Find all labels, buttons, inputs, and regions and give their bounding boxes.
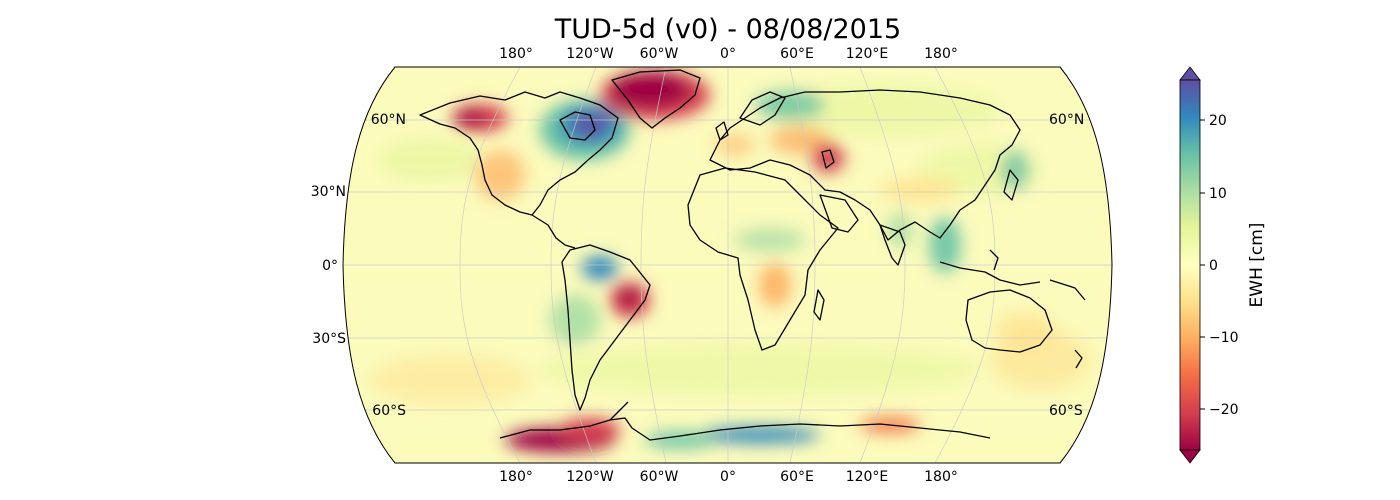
lat-label: 60°S [1049, 403, 1083, 419]
lon-label: 0° [720, 46, 736, 62]
lat-label: 60°N [371, 112, 406, 128]
bottom-lon-labels: 180° 120°W 60°W 0° 60°E 120°E 180° [499, 469, 958, 485]
colorbar: 20 10 0 −10 −20 EWH [cm] [1179, 66, 1267, 464]
lon-label: 0° [720, 469, 736, 485]
lon-label: 60°W [640, 46, 679, 62]
lon-label: 120°W [566, 46, 614, 62]
colorbar-tick-label: −20 [1209, 402, 1239, 418]
left-lat-labels: 60°N 30°N 0° 30°S 60°S [311, 112, 406, 419]
colorbar-extend-max [1179, 66, 1201, 81]
lon-label: 180° [499, 46, 533, 62]
colorbar-body [1179, 79, 1201, 451]
lon-label: 120°E [846, 46, 889, 62]
lat-label: 60°N [1049, 112, 1084, 128]
colorbar-tick-label: 0 [1209, 258, 1218, 274]
colorbar-label: EWH [cm] [1247, 223, 1267, 308]
colorbar-tick-label: 20 [1209, 113, 1227, 129]
globe-outline [342, 66, 1113, 464]
lon-label: 60°W [640, 469, 679, 485]
lon-label: 120°W [566, 469, 614, 485]
lon-label: 180° [499, 469, 533, 485]
lat-label: 60°S [372, 403, 406, 419]
top-lon-labels: 180° 120°W 60°W 0° 60°E 120°E 180° [499, 46, 958, 62]
lon-label: 180° [924, 469, 958, 485]
lon-label: 60°E [780, 469, 814, 485]
right-lat-labels: 60°N 60°S [1049, 112, 1084, 419]
lat-label: 30°S [312, 331, 346, 347]
gridlines [343, 67, 1112, 463]
lon-label: 180° [924, 46, 958, 62]
colorbar-ticks [1200, 119, 1205, 410]
map-title: TUD-5d (v0) - 08/08/2015 [554, 14, 901, 45]
lon-label: 120°E [846, 469, 889, 485]
colorbar-tick-label: −10 [1209, 330, 1239, 346]
globe [342, 66, 1113, 464]
lat-label: 30°N [311, 184, 346, 200]
anomaly-field [370, 70, 1090, 452]
lat-label: 0° [322, 258, 338, 274]
colorbar-extend-min [1179, 449, 1201, 464]
colorbar-tick-label: 10 [1209, 186, 1227, 202]
lon-label: 60°E [780, 46, 814, 62]
coastlines [419, 69, 1086, 441]
